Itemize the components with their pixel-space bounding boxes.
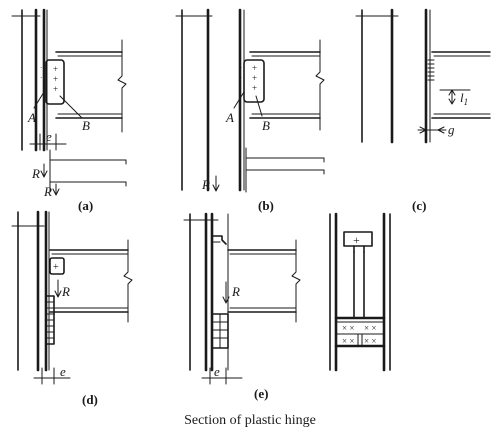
svg-text:+: + xyxy=(252,83,257,93)
panel-e: R e (e) xyxy=(183,212,301,401)
weld-symbol xyxy=(427,59,435,81)
label-R2-a: R xyxy=(43,184,52,199)
label-e-d: e xyxy=(60,364,66,379)
label-R-b: R xyxy=(201,177,210,192)
svg-text:·: · xyxy=(40,64,42,72)
panel-d: + R e (d) xyxy=(11,210,133,407)
svg-text:× ×: × × xyxy=(342,323,354,333)
panel-f-section: + × × × × × × × × xyxy=(329,212,391,372)
label-A-a: A xyxy=(27,110,36,125)
panel-label-c: (c) xyxy=(412,198,426,213)
top-plate xyxy=(49,257,65,275)
label-g: g xyxy=(448,122,455,137)
svg-text:+: + xyxy=(53,64,58,74)
label-e-e: e xyxy=(214,364,220,379)
svg-text:·: · xyxy=(240,74,242,82)
flange-plate xyxy=(343,231,373,247)
svg-text:+: + xyxy=(353,233,360,247)
label-R-d: R xyxy=(61,284,70,299)
svg-text:+: + xyxy=(53,262,59,273)
panel-c: l1 g (c) xyxy=(355,8,491,213)
panel-label-d: (d) xyxy=(82,392,98,407)
label-B-a: B xyxy=(82,118,90,133)
shear-plate xyxy=(243,59,265,103)
panel-label-b: (b) xyxy=(258,198,274,213)
label-B-b: B xyxy=(262,118,270,133)
bolt-row: × × × × xyxy=(342,336,376,346)
label-l1: l1 xyxy=(460,90,468,107)
panel-a: + + + · · A B e R R (a) xyxy=(11,8,127,213)
figure-caption: Section of plastic hinge xyxy=(184,413,316,428)
svg-text:+: + xyxy=(252,73,257,83)
svg-text:·: · xyxy=(40,74,42,82)
label-e-a: e xyxy=(46,129,52,144)
label-A-b: A xyxy=(225,110,234,125)
svg-text:+: + xyxy=(53,74,58,84)
label-R-e: R xyxy=(231,284,240,299)
panel-b: + + + · · A B R (b) xyxy=(175,8,325,213)
svg-text:× ×: × × xyxy=(342,336,354,346)
svg-text:+: + xyxy=(53,84,58,94)
panel-label-a: (a) xyxy=(78,198,93,213)
panel-label-e: (e) xyxy=(254,386,268,401)
bolt-row: × × × × xyxy=(342,323,376,333)
svg-text:+: + xyxy=(252,63,257,73)
svg-text:·: · xyxy=(240,64,242,72)
label-R1-a: R xyxy=(31,166,40,181)
shear-plate xyxy=(45,59,65,105)
svg-text:× ×: × × xyxy=(364,323,376,333)
svg-text:× ×: × × xyxy=(364,336,376,346)
